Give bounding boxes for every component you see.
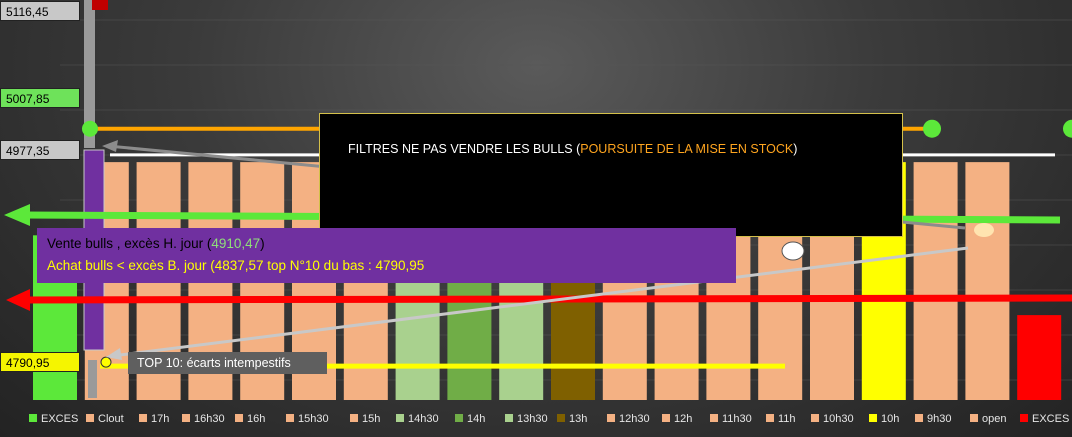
green-arrow-head bbox=[4, 204, 30, 226]
legend-swatch bbox=[1020, 414, 1028, 422]
pointer-head-upper bbox=[102, 140, 118, 152]
legend-swatch bbox=[86, 414, 94, 422]
legend-item: 11h30 bbox=[710, 413, 752, 425]
legend-swatch bbox=[396, 414, 404, 422]
legend-label: EXCES bbox=[41, 413, 79, 425]
legend-swatch bbox=[710, 414, 718, 422]
legend-swatch bbox=[286, 414, 294, 422]
legend-swatch bbox=[869, 414, 877, 422]
bar-open-18 bbox=[965, 162, 1010, 400]
legend-item: 15h bbox=[350, 413, 380, 425]
buy-bulls-note: Achat bulls < excès B. jour (4837,57 top… bbox=[47, 258, 425, 273]
excess-dot-right bbox=[923, 119, 941, 138]
legend-item: 9h30 bbox=[915, 413, 951, 425]
legend-item: 14h bbox=[455, 413, 485, 425]
excess-dot-left bbox=[82, 120, 98, 137]
bottom-marker-bar bbox=[88, 360, 97, 398]
legend-label: 16h bbox=[247, 413, 266, 425]
legend-label: 12h bbox=[674, 413, 693, 425]
legend-label: 11h30 bbox=[722, 413, 752, 425]
bar-9h30-17 bbox=[913, 162, 958, 400]
legend-item: Clout bbox=[86, 413, 124, 425]
legend-label: 15h30 bbox=[298, 413, 329, 425]
legend-item: 13h bbox=[557, 413, 587, 425]
legend-item: EXCES bbox=[29, 413, 78, 425]
legend-swatch bbox=[811, 414, 819, 422]
legend-item: 11h bbox=[766, 413, 796, 425]
legend-label: 15h bbox=[362, 413, 381, 425]
legend-label: 13h bbox=[569, 413, 588, 425]
legend-item: EXCES bbox=[1020, 413, 1069, 425]
legend-label: 12h30 bbox=[619, 413, 650, 425]
legend-swatch bbox=[970, 414, 978, 422]
white-marker bbox=[781, 241, 805, 261]
level-label-support: 4790,95 bbox=[0, 352, 80, 372]
legend-swatch bbox=[662, 414, 670, 422]
top-red-marker bbox=[92, 0, 108, 10]
filter-text-highlight: POURSUITE DE LA MISE EN STOCK bbox=[580, 142, 794, 156]
bar-exces-19 bbox=[1017, 315, 1062, 400]
level-label-excess: 5007,85 bbox=[0, 88, 80, 108]
chart-legend: EXCES Clout 17h 16h30 16h 15h30 15h 14h30 14h 13h… bbox=[0, 412, 1072, 430]
legend-label: 14h30 bbox=[408, 413, 439, 425]
filter-text: FILTRES NE PAS VENDRE LES BULLS (POURSUI… bbox=[348, 142, 797, 156]
legend-swatch bbox=[766, 414, 774, 422]
legend-label: Clout bbox=[98, 413, 124, 425]
sell-bulls-text: Vente bulls , excès H. jour ( bbox=[47, 236, 212, 251]
legend-label: 17h bbox=[151, 413, 170, 425]
red-arrow-head bbox=[6, 289, 30, 311]
excess-dot-edge bbox=[1063, 119, 1072, 138]
legend-swatch bbox=[455, 414, 463, 422]
pointer-head-lower bbox=[106, 348, 122, 360]
legend-item: 12h30 bbox=[607, 413, 650, 425]
top10-label: TOP 10: écarts intempestifs bbox=[128, 352, 327, 374]
legend-swatch bbox=[505, 414, 513, 422]
legend-label: open bbox=[982, 413, 1007, 425]
red-arrow-line bbox=[23, 294, 1072, 304]
legend-label: EXCES bbox=[1032, 413, 1070, 425]
sell-bulls-close: ) bbox=[260, 236, 265, 251]
filter-text-close: ) bbox=[793, 142, 798, 156]
legend-item: open bbox=[970, 413, 1006, 425]
legend-item: 12h bbox=[662, 413, 692, 425]
sell-bulls-note: Vente bulls , excès H. jour (4910,47) bbox=[47, 236, 265, 251]
trade-note-box: Vente bulls , excès H. jour (4910,47) Ac… bbox=[37, 228, 736, 283]
pointer-line-lower bbox=[111, 246, 969, 358]
legend-swatch bbox=[350, 414, 358, 422]
legend-label: 10h30 bbox=[823, 413, 854, 425]
cream-marker bbox=[974, 223, 994, 237]
legend-label: 13h30 bbox=[517, 413, 548, 425]
legend-item: 10h30 bbox=[811, 413, 854, 425]
level-label-resistance: 4977,35 bbox=[0, 140, 80, 160]
legend-swatch bbox=[29, 414, 37, 422]
legend-swatch bbox=[557, 414, 565, 422]
sell-bulls-value: 4910,47 bbox=[211, 236, 261, 251]
filter-text-main: FILTRES NE PAS VENDRE LES BULLS ( bbox=[348, 142, 581, 156]
legend-label: 9h30 bbox=[927, 413, 952, 425]
legend-item: 17h bbox=[139, 413, 169, 425]
legend-item: 16h30 bbox=[182, 413, 225, 425]
legend-swatch bbox=[182, 414, 190, 422]
filter-annotation-box: FILTRES NE PAS VENDRE LES BULLS (POURSUI… bbox=[319, 113, 903, 237]
legend-item: 15h30 bbox=[286, 413, 329, 425]
level-label-top: 5116,45 bbox=[0, 1, 80, 21]
legend-label: 10h bbox=[881, 413, 900, 425]
top10-dot bbox=[100, 356, 112, 368]
legend-label: 16h30 bbox=[194, 413, 225, 425]
legend-swatch bbox=[915, 414, 923, 422]
legend-label: 14h bbox=[467, 413, 486, 425]
legend-swatch bbox=[235, 414, 243, 422]
legend-item: 10h bbox=[869, 413, 899, 425]
legend-swatch bbox=[607, 414, 615, 422]
legend-label: 11h bbox=[778, 413, 796, 425]
legend-item: 13h30 bbox=[505, 413, 548, 425]
legend-item: 16h bbox=[235, 413, 265, 425]
legend-item: 14h30 bbox=[396, 413, 439, 425]
legend-swatch bbox=[139, 414, 147, 422]
top-marker-bar bbox=[84, 0, 95, 148]
